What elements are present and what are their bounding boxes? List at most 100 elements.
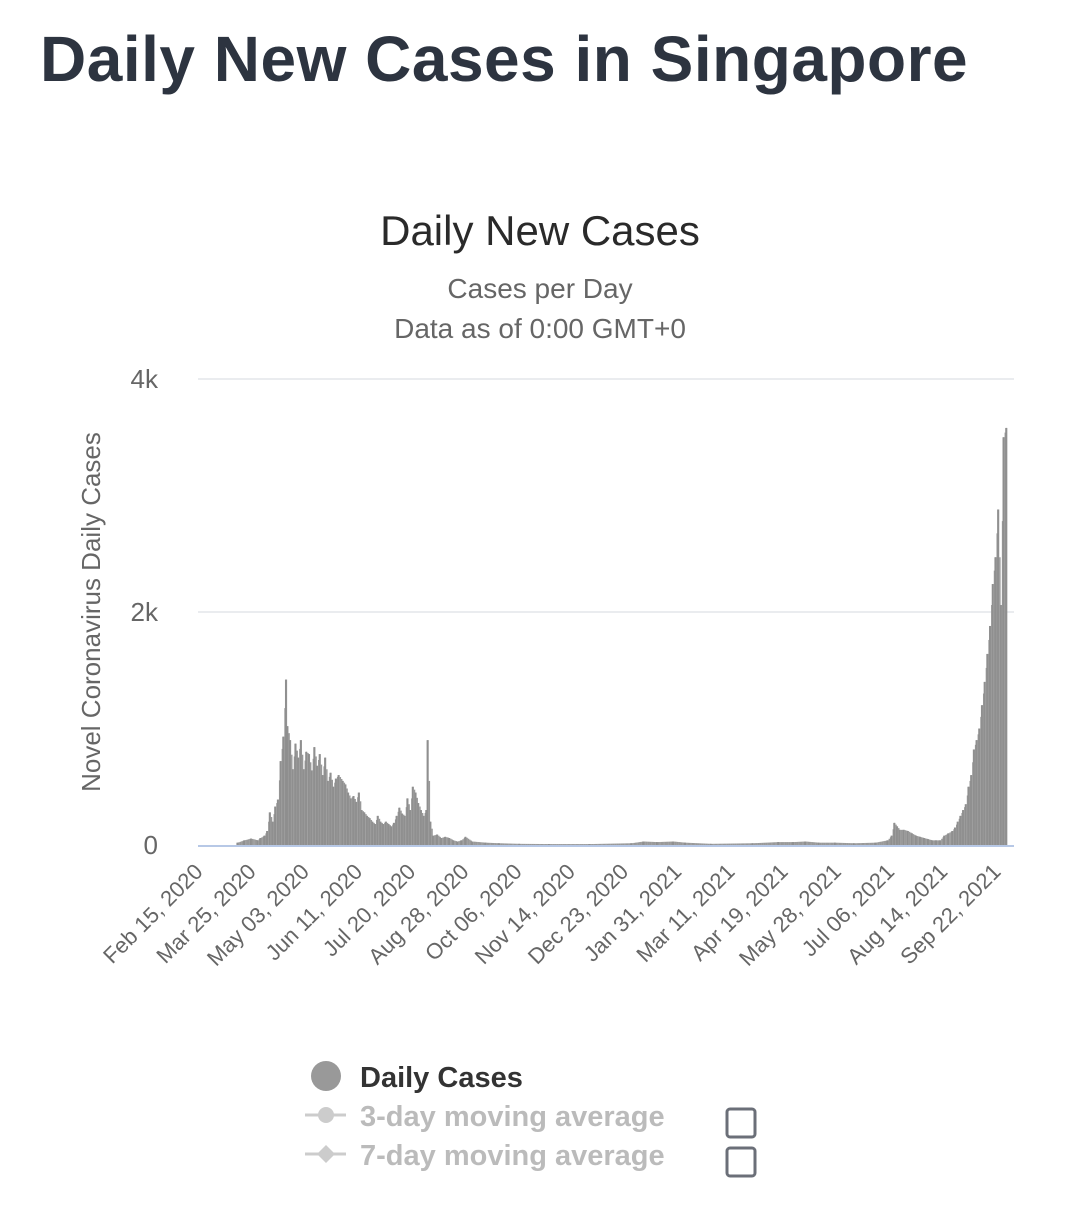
bar[interactable]: [464, 836, 467, 845]
bar[interactable]: [943, 835, 945, 845]
bar[interactable]: [574, 844, 576, 845]
bar[interactable]: [792, 842, 794, 845]
bar[interactable]: [825, 842, 827, 845]
bar[interactable]: [263, 835, 266, 845]
bar[interactable]: [719, 843, 722, 845]
bar[interactable]: [450, 838, 452, 845]
bar[interactable]: [254, 839, 257, 845]
bar[interactable]: [959, 815, 962, 846]
bar[interactable]: [733, 843, 735, 845]
bar[interactable]: [822, 842, 824, 845]
bar[interactable]: [452, 840, 455, 845]
bar[interactable]: [653, 841, 656, 845]
bar[interactable]: [608, 843, 610, 845]
bar[interactable]: [991, 584, 994, 845]
bar[interactable]: [363, 812, 365, 845]
bar[interactable]: [274, 806, 276, 845]
bar[interactable]: [833, 842, 836, 845]
bar[interactable]: [922, 838, 925, 845]
bar[interactable]: [647, 841, 649, 845]
bar[interactable]: [344, 784, 347, 845]
bar[interactable]: [722, 843, 725, 845]
bar[interactable]: [978, 728, 981, 846]
bar[interactable]: [876, 842, 878, 845]
bar[interactable]: [355, 801, 357, 845]
bar[interactable]: [481, 842, 483, 845]
bar[interactable]: [494, 843, 497, 845]
bar[interactable]: [874, 842, 877, 845]
bar[interactable]: [945, 834, 947, 845]
bar[interactable]: [679, 842, 681, 845]
bar[interactable]: [838, 842, 841, 845]
bar[interactable]: [972, 749, 975, 845]
bar[interactable]: [486, 842, 489, 845]
bar[interactable]: [765, 842, 768, 845]
bar[interactable]: [550, 844, 552, 845]
bar[interactable]: [259, 838, 262, 845]
bar[interactable]: [583, 844, 586, 845]
bar[interactable]: [527, 843, 529, 845]
bar[interactable]: [540, 844, 543, 845]
bar[interactable]: [664, 841, 667, 845]
bar[interactable]: [326, 780, 329, 845]
bar[interactable]: [764, 842, 766, 845]
bar[interactable]: [406, 798, 409, 845]
bar[interactable]: [823, 842, 826, 845]
bar[interactable]: [466, 837, 468, 845]
bar[interactable]: [337, 775, 340, 845]
bar[interactable]: [868, 842, 870, 845]
bar[interactable]: [523, 843, 525, 845]
bar[interactable]: [498, 843, 500, 845]
bar[interactable]: [902, 829, 905, 845]
bar[interactable]: [970, 775, 972, 845]
bar[interactable]: [474, 841, 476, 845]
bar[interactable]: [617, 843, 619, 845]
bar[interactable]: [551, 844, 553, 845]
bar[interactable]: [382, 824, 384, 845]
bar[interactable]: [462, 839, 464, 845]
bar[interactable]: [860, 843, 862, 845]
bar[interactable]: [680, 842, 683, 845]
bar[interactable]: [642, 841, 645, 846]
bar[interactable]: [620, 843, 622, 845]
bar[interactable]: [682, 842, 684, 845]
bar[interactable]: [347, 792, 349, 845]
bar[interactable]: [261, 837, 263, 845]
bar[interactable]: [846, 843, 849, 845]
bar[interactable]: [852, 843, 855, 845]
bar[interactable]: [780, 842, 783, 845]
bar[interactable]: [559, 844, 561, 845]
bar[interactable]: [734, 843, 737, 846]
bar[interactable]: [941, 838, 943, 845]
bar[interactable]: [599, 843, 602, 845]
bar[interactable]: [808, 841, 811, 845]
bar[interactable]: [994, 557, 997, 845]
bar[interactable]: [521, 843, 524, 845]
bar[interactable]: [256, 840, 259, 845]
bar[interactable]: [660, 841, 663, 845]
bar[interactable]: [332, 786, 334, 845]
bar[interactable]: [603, 843, 606, 845]
bar[interactable]: [693, 843, 695, 845]
bar[interactable]: [251, 838, 254, 845]
bar[interactable]: [533, 843, 536, 845]
bar[interactable]: [516, 843, 518, 845]
bar[interactable]: [492, 842, 494, 845]
bar[interactable]: [724, 843, 726, 845]
bar[interactable]: [742, 843, 745, 845]
bar[interactable]: [529, 843, 532, 845]
bar[interactable]: [893, 822, 896, 845]
bar[interactable]: [547, 844, 550, 845]
bar[interactable]: [711, 843, 714, 845]
bar[interactable]: [691, 842, 694, 845]
bar[interactable]: [807, 841, 810, 845]
bar[interactable]: [560, 844, 563, 845]
bar[interactable]: [672, 841, 674, 846]
bar[interactable]: [502, 843, 505, 845]
bar[interactable]: [384, 821, 387, 845]
bar[interactable]: [767, 842, 769, 845]
bar[interactable]: [772, 842, 775, 845]
bar[interactable]: [566, 844, 568, 845]
bar[interactable]: [575, 844, 578, 845]
bar[interactable]: [297, 757, 299, 846]
